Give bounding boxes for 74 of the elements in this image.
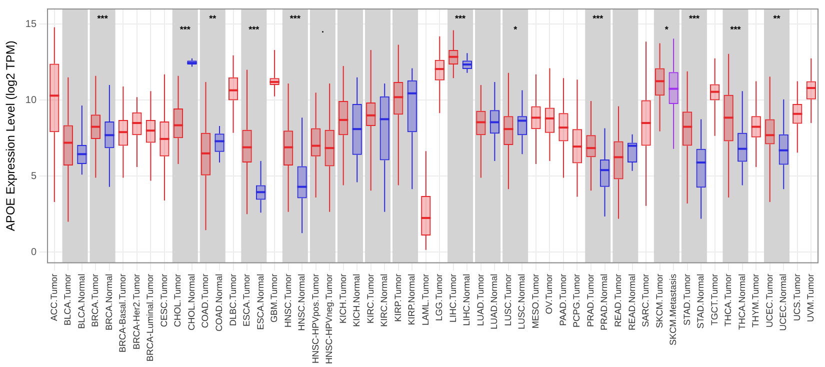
band-label: ***: [248, 24, 260, 34]
x-tick-label: BRCA-Luminal.Tumor: [145, 274, 156, 362]
band-label: .: [321, 24, 324, 34]
y-tick-label: 5: [30, 170, 37, 182]
band-label: ***: [730, 24, 742, 34]
x-tick-label: UCS.Tumor: [792, 274, 802, 321]
x-tick-label: LIHC.Tumor: [448, 274, 458, 322]
x-tick-label: THYM.Tumor: [750, 274, 761, 328]
x-tick-label: KICH.Tumor: [338, 274, 348, 324]
band-label: ***: [688, 13, 700, 24]
x-tick-label: SKCM.Metastasis: [668, 273, 678, 346]
x-tick-label: KICH.Normal: [352, 274, 362, 327]
x-tick-label: UCEC.Normal: [778, 274, 788, 331]
x-tick-label: KIRP.Normal: [406, 274, 417, 326]
x-tick-label: BLCA.Tumor: [62, 274, 73, 326]
x-tick-label: LUSC.Normal: [516, 274, 527, 330]
x-tick-label: THCA.Tumor: [723, 274, 734, 326]
x-tick-label: ESCA.Normal: [255, 274, 266, 330]
x-tick-label: HNSC-HPVpos.Tumor: [310, 274, 320, 364]
x-tick-label: SKCM.Tumor: [654, 274, 664, 328]
band-label: ***: [592, 13, 604, 24]
x-tick-label: KIRP.Tumor: [392, 274, 403, 322]
band-label: **: [209, 13, 217, 24]
x-tick-label: BLCA.Normal: [76, 274, 86, 329]
y-tick-label: 0: [30, 246, 37, 258]
x-tick-label: OV.Tumor: [544, 274, 554, 314]
x-tick-label: BRCA.Normal: [104, 274, 114, 330]
x-tick-label: READ.Tumor: [613, 274, 624, 327]
x-tick-label: BRCA-Her2.Tumor: [131, 274, 142, 350]
x-tick-label: TGCT.Tumor: [709, 274, 720, 326]
band-label: **: [773, 13, 781, 24]
y-tick-label: 15: [25, 18, 37, 30]
band-label: ***: [290, 13, 301, 24]
band-label: *: [664, 24, 669, 34]
x-tick-label: ESCA.Tumor: [242, 274, 252, 326]
x-tick-label: UVM.Tumor: [806, 274, 816, 322]
x-tick-label: DLBC.Tumor: [228, 274, 238, 326]
x-tick-label: CESC.Tumor: [158, 274, 169, 327]
band-label: ***: [455, 13, 466, 24]
x-tick-label: STAD.Tumor: [682, 274, 692, 326]
x-tick-label: HNSC-HPVneg.Tumor: [324, 274, 334, 364]
x-tick-label: PCPG.Tumor: [572, 274, 582, 328]
x-tick-label: ACC.Tumor: [48, 274, 59, 321]
band-label: *: [514, 24, 518, 34]
band-label: ***: [97, 13, 108, 24]
x-tick-label: PRAD.Tumor: [585, 274, 596, 327]
x-tick-label: GBM.Tumor: [269, 274, 280, 322]
x-tick-label: PRAD.Normal: [599, 274, 610, 330]
x-tick-label: LUAD.Tumor: [475, 274, 486, 326]
y-axis-title: APOE Expression Level (log2 TPM): [4, 40, 18, 232]
x-tick-label: SARC.Tumor: [640, 274, 651, 327]
x-tick-label: KIRC.Tumor: [365, 274, 376, 324]
x-tick-label: BRCA-Basal.Tumor: [118, 274, 128, 352]
x-tick-label: MESO.Tumor: [530, 274, 540, 328]
x-tick-label: COAD.Tumor: [200, 274, 210, 328]
x-tick-label: LAML.Tumor: [420, 274, 430, 326]
y-tick-label: 10: [25, 94, 37, 106]
x-tick-label: LGG.Tumor: [434, 274, 444, 321]
x-tick-label: STAD.Normal: [696, 274, 706, 329]
x-tick-label: BRCA.Tumor: [90, 274, 100, 327]
band-label: ***: [180, 24, 191, 34]
x-tick-label: READ.Normal: [626, 274, 637, 330]
x-tick-label: LUSC.Tumor: [502, 274, 513, 326]
x-tick-label: CHOL.Normal: [186, 274, 196, 330]
x-tick-label: HNSC.Tumor: [282, 274, 293, 328]
x-tick-label: UCEC.Tumor: [764, 274, 774, 328]
x-tick-label: CHOL.Tumor: [172, 274, 183, 327]
x-tick-label: LUAD.Normal: [489, 274, 500, 330]
x-tick-label: PAAD.Tumor: [558, 274, 568, 326]
x-tick-label: HNSC.Normal: [296, 274, 307, 331]
x-tick-label: LIHC.Normal: [462, 274, 472, 326]
x-tick-label: COAD.Normal: [214, 274, 224, 332]
x-tick-label: THCA.Normal: [736, 274, 747, 330]
x-tick-label: KIRC.Normal: [379, 274, 390, 327]
